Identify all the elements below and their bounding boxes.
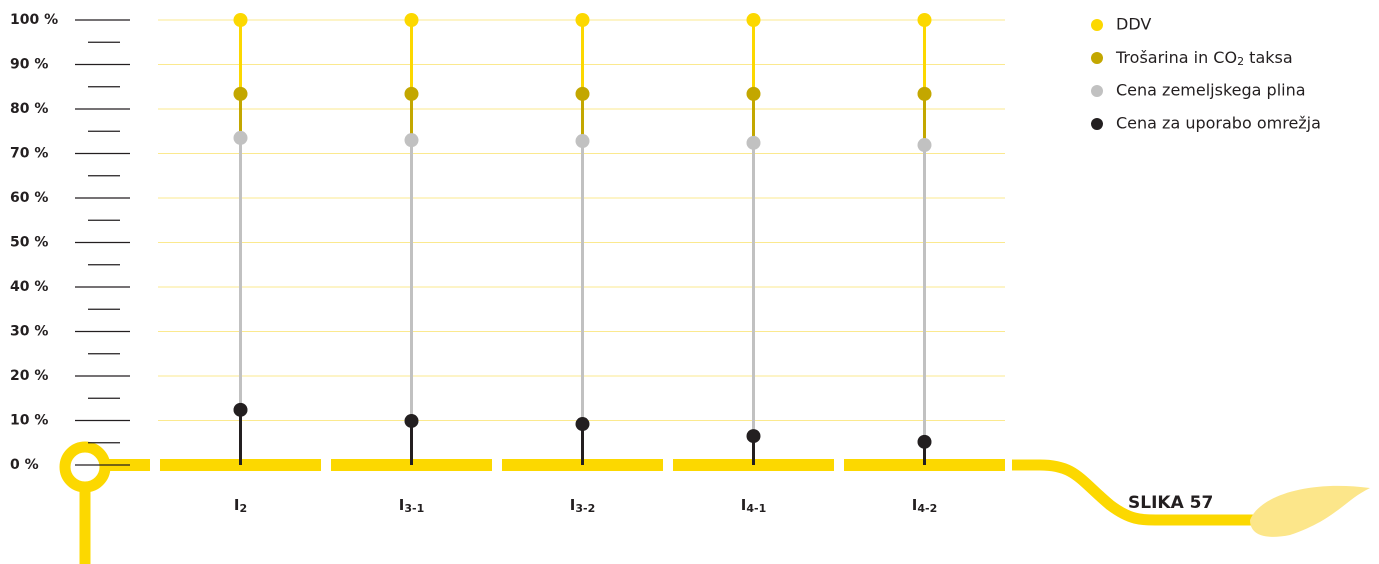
legend-swatch	[1091, 85, 1103, 97]
legend-label: Cena zemeljskega plina	[1116, 81, 1306, 100]
dot	[917, 434, 932, 449]
dot	[233, 130, 248, 145]
legend-swatch	[1091, 19, 1103, 31]
dot	[575, 417, 590, 432]
flame	[1250, 485, 1370, 537]
dot	[746, 135, 761, 150]
x-tick-label: I3-1	[399, 496, 424, 516]
legend-label: Trošarina in CO2 taksa	[1115, 48, 1293, 69]
y-tick-label: 30 %	[10, 324, 48, 340]
x-tick-label: I3-2	[570, 496, 595, 516]
y-tick-label: 10 %	[10, 413, 48, 429]
dot	[233, 86, 248, 101]
dot	[917, 138, 932, 153]
dot	[917, 86, 932, 101]
dot	[746, 429, 761, 444]
dot	[404, 413, 419, 428]
dot	[746, 13, 761, 27]
dot	[575, 86, 590, 101]
y-tick-label: 70 %	[10, 146, 48, 162]
legend-swatch	[1091, 118, 1103, 130]
y-tick-label: 90 %	[10, 57, 48, 73]
y-tick-label: 80 %	[10, 101, 48, 117]
dot	[575, 13, 590, 27]
legend-label: DDV	[1116, 15, 1151, 34]
y-tick-label: 40 %	[10, 279, 48, 295]
y-tick-label: 20 %	[10, 368, 48, 384]
x-tick-label: I4-2	[912, 496, 937, 516]
dot	[575, 134, 590, 149]
dot	[917, 13, 932, 27]
dot	[746, 86, 761, 101]
dot	[404, 13, 419, 27]
dot	[404, 86, 419, 101]
y-tick-label: 100 %	[10, 12, 58, 28]
y-tick-label: 50 %	[10, 235, 48, 251]
dot	[233, 13, 248, 27]
figure-label: SLIKA 57	[1128, 493, 1213, 513]
legend-label: Cena za uporabo omrežja	[1116, 114, 1321, 133]
y-tick-label: 60 %	[10, 190, 48, 206]
y-tick-label: 0 %	[10, 457, 39, 473]
x-tick-label: I2	[234, 496, 247, 516]
dot	[404, 133, 419, 148]
x-tick-label: I4-1	[741, 496, 766, 516]
legend-swatch	[1091, 52, 1103, 64]
dot	[233, 402, 248, 417]
